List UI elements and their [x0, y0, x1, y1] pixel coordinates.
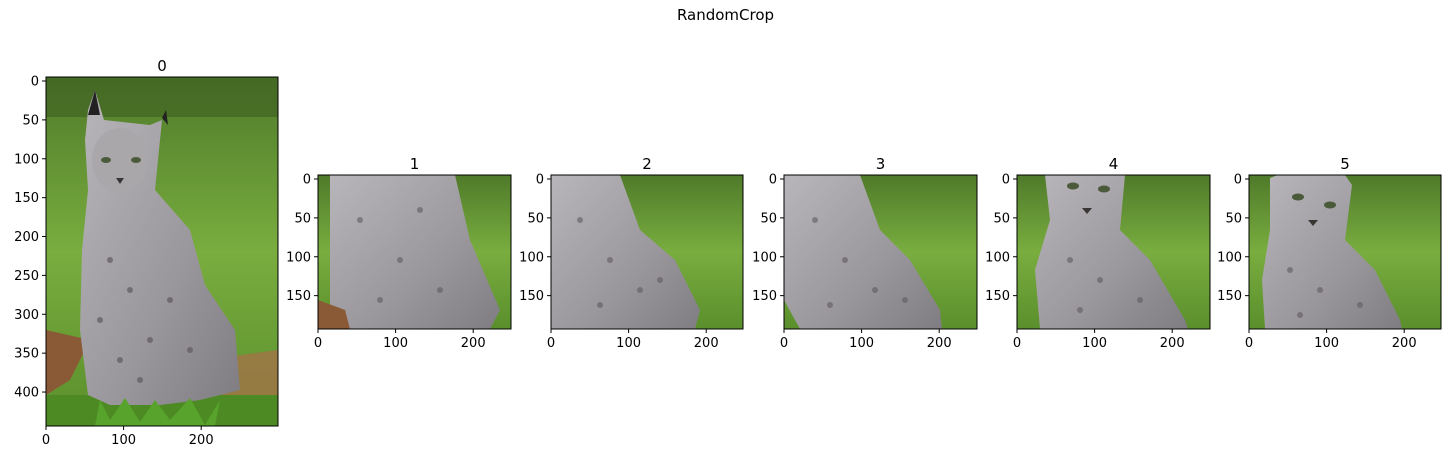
panel-2-ytick-label: 150	[519, 289, 544, 304]
panel-4-ytick-label: 100	[985, 250, 1010, 265]
panel-4-xtick-label: 0	[1013, 336, 1021, 351]
panel-3-ytick-label: 0	[769, 173, 777, 188]
panel-5-ytick-label: 150	[1217, 289, 1242, 304]
panel-5-xtick-label: 100	[1314, 336, 1339, 351]
panel-5-xtick-label: 200	[1392, 336, 1417, 351]
panel-2-xtick-label: 0	[547, 336, 555, 351]
panel-1-xtick-label: 0	[314, 336, 322, 351]
panel-4-title: 4	[1109, 155, 1119, 173]
panel-3-xtick-label: 100	[849, 336, 874, 351]
panel-0-image	[46, 77, 278, 426]
panel-1-frame	[317, 174, 512, 330]
panel-0: 0 0 100 200 0 50 100 150 200 250 300 350 400	[14, 57, 279, 448]
panel-5-image	[1249, 175, 1441, 329]
panel-5-title: 5	[1340, 155, 1350, 173]
panel-0-title: 0	[157, 57, 167, 75]
panel-4-xtick-label: 200	[1160, 336, 1185, 351]
panel-5-ytick-label: 100	[1217, 250, 1242, 265]
panel-3: 3 0 100 200 0 50 100 150	[752, 155, 978, 351]
panel-0-xtick-label: 0	[42, 433, 50, 448]
panel-1-ytick-label: 50	[294, 211, 311, 226]
panel-2-frame	[550, 174, 744, 330]
panel-1-title: 1	[410, 155, 420, 173]
panel-1-ytick-label: 100	[286, 250, 311, 265]
panel-2: 2 0 100 200 0 50 100 150	[519, 155, 744, 351]
panel-4-image	[1017, 175, 1210, 329]
panel-3-xtick-label: 0	[780, 336, 788, 351]
panel-0-ytick-label: 100	[14, 152, 39, 167]
panel-2-xtick-label: 100	[616, 336, 641, 351]
panel-0-ytick-label: 250	[14, 269, 39, 284]
panel-2-xtick-label: 200	[694, 336, 719, 351]
panel-0-ytick-label: 350	[14, 347, 39, 362]
panel-4-ytick-label: 0	[1002, 173, 1010, 188]
panel-2-image	[551, 175, 743, 329]
panel-1: 1 0 100 200 0 50 100 150	[286, 155, 512, 351]
panel-2-ytick-label: 100	[519, 250, 544, 265]
panel-0-frame	[45, 76, 279, 427]
panel-3-ytick-label: 100	[752, 250, 777, 265]
figure-title: RandomCrop	[676, 6, 775, 24]
panel-4-ytick-label: 150	[985, 289, 1010, 304]
panel-1-ytick-label: 0	[303, 173, 311, 188]
panel-3-title: 3	[876, 155, 886, 173]
panel-1-xtick-label: 200	[461, 336, 486, 351]
panel-3-ytick-label: 50	[760, 211, 777, 226]
panel-1-ytick-label: 150	[286, 289, 311, 304]
panel-5-ytick-label: 0	[1234, 173, 1242, 188]
panel-0-ytick-label: 200	[14, 230, 39, 245]
panel-0-ytick-label: 400	[14, 386, 39, 401]
panel-0-ytick-label: 150	[14, 191, 39, 206]
panel-3-xtick-label: 200	[927, 336, 952, 351]
panel-0-xtick-label: 200	[189, 433, 214, 448]
panel-4: 4 0 100 200 0 50 100 150	[985, 155, 1211, 351]
panel-3-frame	[783, 174, 978, 330]
panel-0-ytick-label: 300	[14, 308, 39, 323]
panel-4-frame	[1016, 174, 1211, 330]
panel-5-frame	[1248, 174, 1442, 330]
panel-2-ytick-label: 50	[527, 211, 544, 226]
panel-4-xtick-label: 100	[1082, 336, 1107, 351]
panel-2-ytick-label: 0	[536, 173, 544, 188]
panel-3-image	[784, 175, 977, 329]
panel-5-xtick-label: 0	[1245, 336, 1253, 351]
panel-1-xtick-label: 100	[383, 336, 408, 351]
panel-1-image	[318, 175, 511, 329]
panel-3-ytick-label: 150	[752, 289, 777, 304]
panel-2-title: 2	[642, 155, 652, 173]
panel-0-ytick-label: 0	[31, 75, 39, 90]
panel-0-ytick-label: 50	[22, 113, 39, 128]
panel-4-ytick-label: 50	[993, 211, 1010, 226]
panel-5-ytick-label: 50	[1225, 211, 1242, 226]
panel-0-xtick-label: 100	[111, 433, 136, 448]
